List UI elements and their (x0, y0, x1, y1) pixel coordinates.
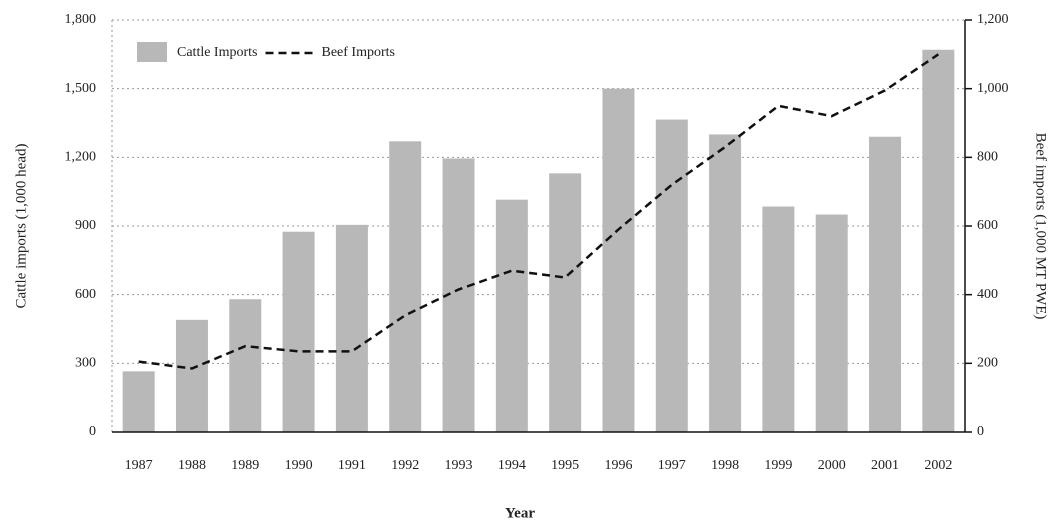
y-tick-label: 1,500 (65, 81, 97, 96)
bar (389, 141, 422, 433)
y2-tick-label: 0 (977, 424, 984, 439)
x-tick-label: 1988 (178, 458, 206, 473)
x-tick-label: 1991 (338, 458, 366, 473)
x-tick-label: 1997 (658, 458, 686, 473)
y2-tick-label: 1,200 (977, 12, 1009, 27)
y-axis-label: Cattle imports (1,000 head) (13, 144, 29, 309)
bar (762, 206, 795, 432)
x-tick-label: 1998 (711, 458, 739, 473)
y2-tick-label: 200 (977, 356, 998, 371)
x-tick-label: 1990 (285, 458, 313, 473)
y-tick-label: 300 (75, 356, 96, 371)
y2-axis-label: Beef imports (1,000 MT PWE) (1033, 133, 1049, 320)
legend-swatch (137, 42, 167, 62)
bar (922, 49, 955, 432)
bar (495, 199, 528, 432)
x-tick-label: 2000 (818, 458, 846, 473)
y2-tick-label: 1,000 (977, 81, 1009, 96)
legend-label: Beef Imports (322, 45, 395, 60)
x-axis-label: Year (505, 505, 535, 521)
y-tick-label: 600 (75, 287, 96, 302)
x-tick-label: 2001 (871, 458, 899, 473)
x-tick-label: 1994 (498, 458, 526, 473)
x-tick-label: 1987 (125, 458, 153, 473)
bar (282, 231, 315, 432)
bar (175, 319, 208, 432)
x-tick-label: 1995 (551, 458, 579, 473)
x-tick-label: 1989 (231, 458, 259, 473)
y2-tick-label: 600 (977, 218, 998, 233)
x-tick-label: 1992 (391, 458, 419, 473)
y-tick-label: 1,200 (65, 150, 97, 165)
x-tick-label: 1993 (445, 458, 473, 473)
bar (335, 224, 368, 432)
y2-tick-label: 400 (977, 287, 998, 302)
bar (602, 88, 635, 433)
bar (709, 134, 742, 432)
x-tick-label: 2002 (924, 458, 952, 473)
y-tick-label: 0 (89, 424, 96, 439)
y2-tick-label: 800 (977, 150, 998, 165)
bar (229, 299, 262, 432)
bar (815, 214, 848, 432)
bar (655, 119, 688, 433)
y-tick-label: 1,800 (65, 12, 97, 27)
x-tick-label: 1996 (604, 458, 632, 473)
y-tick-label: 900 (75, 218, 96, 233)
legend-label: Cattle Imports (177, 45, 258, 60)
x-tick-label: 1999 (764, 458, 792, 473)
bar (122, 371, 155, 432)
bar (869, 136, 902, 432)
bar (549, 173, 582, 432)
